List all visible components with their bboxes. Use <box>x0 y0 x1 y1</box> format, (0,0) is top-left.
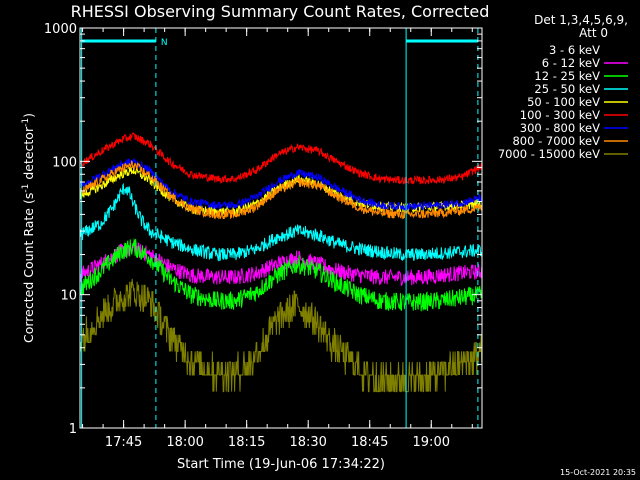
x-tick-label: 17:45 <box>105 435 142 450</box>
series-line-100-300-kev <box>79 132 483 185</box>
x-tick-label: 19:00 <box>413 435 450 450</box>
series-line-25-50-kev <box>79 182 483 262</box>
axis-layer: 17:45 18:00 18:15 18:30 18:45 19:00 1 10 100 1000 <box>44 22 482 450</box>
y-tick-label: 1000 <box>44 22 77 37</box>
legend-label: 3 - 6 keV <box>549 43 600 57</box>
marker-bar-label: N <box>161 38 168 48</box>
x-tick-label: 18:45 <box>351 435 388 450</box>
y-tick-label: 1 <box>69 422 77 437</box>
series-layer <box>79 132 483 393</box>
legend-label: 12 - 25 keV <box>534 69 600 83</box>
legend-label: 100 - 300 keV <box>520 108 600 122</box>
legend-label: 6 - 12 keV <box>542 56 600 70</box>
plot-data-area: N <box>79 28 483 428</box>
legend-label: 50 - 100 keV <box>527 95 600 109</box>
y-axis-label: Corrected Count Rate (s-1 detector-1) <box>21 113 36 343</box>
x-axis-label: Start Time (19-Jun-06 17:34:22) <box>177 457 385 472</box>
y-tick-label: 100 <box>52 155 77 170</box>
x-tick-label: 18:30 <box>289 435 326 450</box>
plot-frame <box>79 27 483 429</box>
x-tick-label: 18:15 <box>228 435 265 450</box>
footer-timestamp: 15-Oct-2021 20:35 <box>560 468 636 477</box>
legend-header-line2: Att 0 <box>579 26 608 40</box>
series-line-7000-15000-kev <box>79 278 483 393</box>
legend-label: 800 - 7000 keV <box>512 134 600 148</box>
x-tick-label: 18:00 <box>166 435 203 450</box>
y-tick-label: 10 <box>60 289 77 304</box>
legend-label: 300 - 800 keV <box>520 121 600 135</box>
legend-label: 25 - 50 keV <box>534 82 600 96</box>
legend-header-line1: Det 1,3,4,5,6,9, <box>534 13 628 27</box>
marker-layer: N <box>81 28 479 428</box>
series-line-12-25-kev <box>79 238 483 312</box>
legend-label: 7000 - 15000 keV <box>498 147 600 161</box>
series-line-800-7000-kev <box>79 160 483 220</box>
chart-title: RHESSI Observing Summary Count Rates, Co… <box>71 2 490 21</box>
